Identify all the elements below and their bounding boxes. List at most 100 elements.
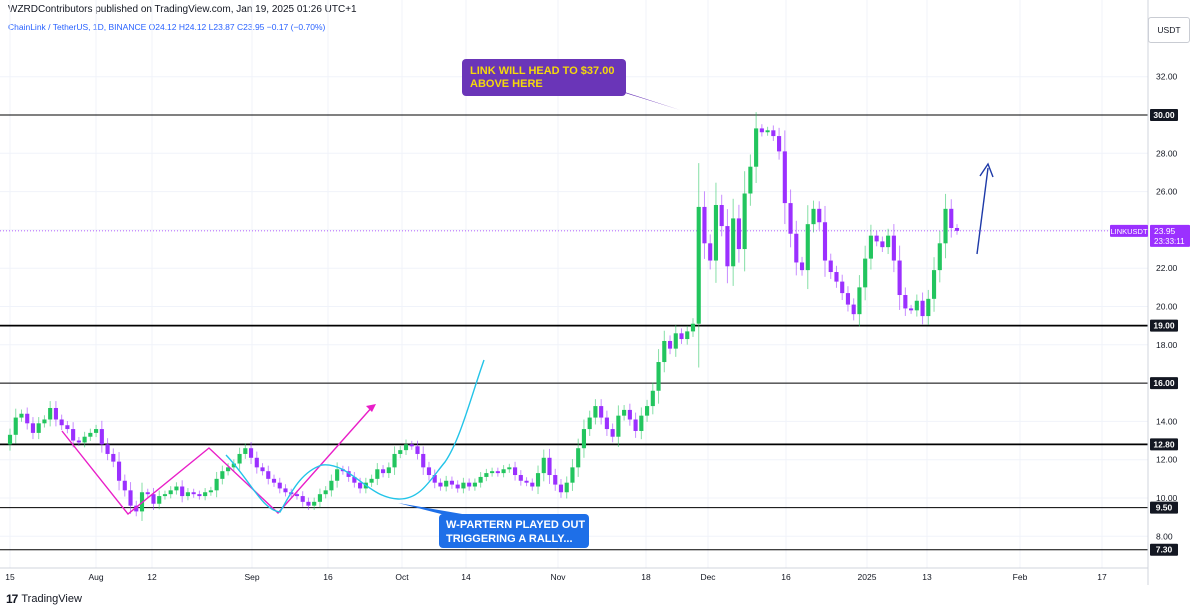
- candle-body: [622, 409, 627, 416]
- candle-body: [30, 423, 36, 433]
- time-axis: 15 Aug 12 Sep 16 Oct 14 Nov 18 Dec 16 2025 13 Feb 17: [5, 572, 1107, 582]
- candle-body: [558, 484, 564, 493]
- level-label: 7.30: [1156, 545, 1173, 555]
- candle-body: [13, 417, 18, 435]
- level-label: 12.80: [1153, 439, 1175, 449]
- candle-body: [260, 467, 265, 472]
- candle-body: [300, 496, 305, 502]
- x-tick-label: 18: [641, 572, 651, 582]
- candle-body: [208, 490, 213, 493]
- candle-body: [535, 473, 541, 487]
- level-label: 16.00: [1153, 378, 1175, 388]
- candle-body: [886, 235, 891, 248]
- candle-body: [65, 425, 70, 430]
- candle-body: [903, 295, 908, 309]
- y-tick-label: 32.00: [1156, 72, 1178, 82]
- candle-body: [116, 461, 122, 481]
- blue-callout-box: [439, 514, 589, 548]
- candle-body: [19, 413, 24, 418]
- candle-body: [765, 130, 770, 133]
- candle-body: [822, 222, 828, 261]
- x-tick-label: 12: [147, 572, 157, 582]
- blue-arrow-head: [979, 162, 994, 178]
- candle-body: [920, 300, 925, 317]
- candle-body: [742, 193, 747, 250]
- candle-body: [949, 208, 954, 228]
- candle-body: [713, 205, 719, 261]
- x-tick-label: Oct: [395, 572, 409, 582]
- x-tick-label: 2025: [858, 572, 877, 582]
- candle-body: [329, 480, 334, 491]
- candle-body: [570, 467, 575, 483]
- candle-body: [449, 480, 454, 485]
- y-tick-label: 26.00: [1156, 187, 1178, 197]
- candle-body: [794, 233, 799, 263]
- candle-body: [690, 323, 696, 332]
- candle-body: [415, 446, 420, 454]
- candle-body: [461, 482, 466, 489]
- candle-body: [145, 492, 150, 495]
- candle-body: [553, 475, 558, 485]
- candle-body: [59, 419, 64, 426]
- candle-body: [243, 448, 248, 454]
- currency-label[interactable]: USDT: [1148, 17, 1190, 43]
- w-pattern-pink-line: [61, 405, 374, 515]
- candle-body: [834, 272, 839, 282]
- candle-body: [231, 463, 236, 468]
- candle-body: [679, 333, 684, 340]
- candle-body: [76, 440, 81, 443]
- x-tick-label: Aug: [88, 572, 103, 582]
- x-tick-label: Sep: [244, 572, 259, 582]
- candle-body: [633, 419, 638, 431]
- candle-body: [897, 260, 902, 296]
- candle-body: [868, 235, 873, 259]
- candle-body: [421, 453, 426, 468]
- candle-body: [36, 423, 41, 433]
- candle-body: [346, 471, 351, 477]
- candle-body: [472, 482, 477, 487]
- candle-body: [524, 480, 529, 483]
- candle-body: [799, 262, 805, 271]
- candle-body: [604, 417, 609, 430]
- candle-body: [490, 471, 495, 474]
- candle-body: [805, 224, 810, 271]
- candle-body: [513, 467, 518, 476]
- candle-body: [708, 243, 713, 261]
- tradingview-footer[interactable]: 17 TradingView: [6, 592, 82, 606]
- candle-body: [863, 258, 868, 288]
- y-tick-label: 12.00: [1156, 455, 1178, 465]
- candle-body: [530, 482, 535, 487]
- tradingview-logo-icon: 17: [6, 592, 18, 606]
- purple-callout-line-2: ABOVE HERE: [470, 78, 543, 90]
- candle-body: [880, 241, 885, 248]
- candle-body: [541, 457, 546, 474]
- purple-callout-line-1: LINK WILL HEAD TO $37.00: [470, 65, 614, 77]
- candle-body: [495, 471, 500, 474]
- candle-body: [576, 448, 581, 468]
- candle-body: [432, 475, 437, 483]
- candle-body: [248, 448, 254, 458]
- y-tick-label: 8.00: [1156, 531, 1173, 541]
- candle-body: [610, 429, 615, 437]
- candle-body: [616, 415, 621, 437]
- candle-body: [845, 293, 851, 305]
- candle-body: [134, 505, 139, 512]
- candle-body: [931, 270, 937, 299]
- candle-body: [696, 206, 701, 324]
- drawings: LINK WILL HEAD TO $37.00 ABOVE HERE W-PA…: [61, 59, 994, 548]
- candle-body: [7, 434, 13, 445]
- candle-body: [237, 453, 242, 464]
- candle-body: [914, 300, 919, 311]
- candle-body: [392, 453, 397, 468]
- candle-body: [48, 407, 53, 420]
- level-label: 19.00: [1153, 321, 1175, 331]
- horizontal-levels: [0, 114, 1148, 551]
- candle-body: [122, 480, 127, 491]
- candle-body: [111, 453, 116, 462]
- candle-body: [220, 471, 225, 479]
- candle-body: [455, 484, 460, 489]
- candle-body: [771, 130, 776, 137]
- candle-body: [203, 492, 208, 497]
- symbol-ohlc-line[interactable]: ChainLink / TetherUS, 1D, BINANCE O24.12…: [8, 22, 326, 32]
